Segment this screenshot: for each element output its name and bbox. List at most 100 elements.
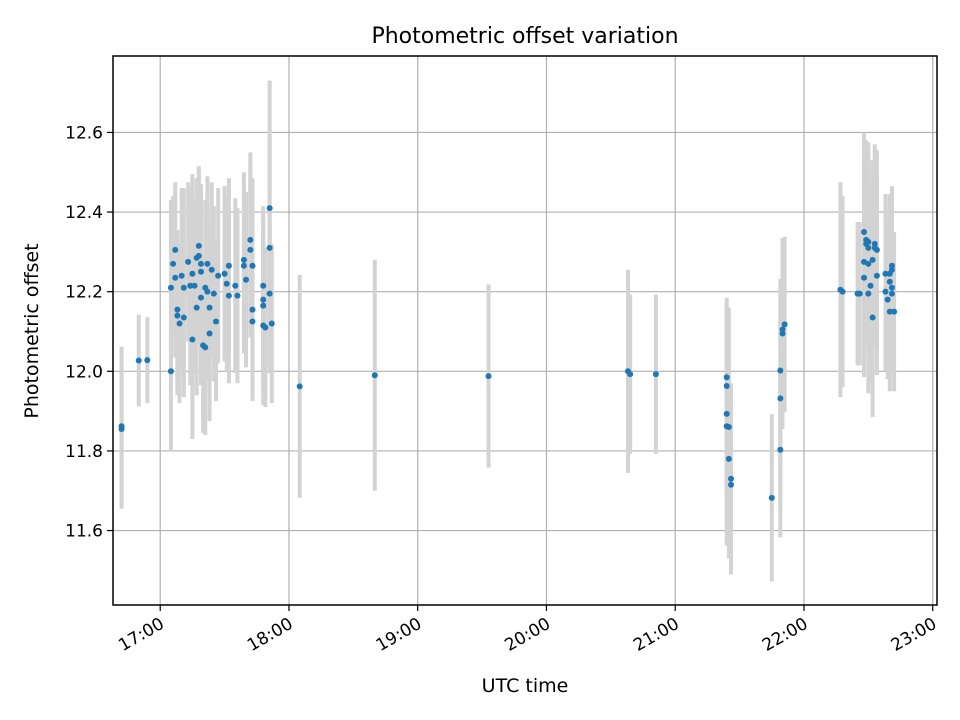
y-tick-label: 12.2 <box>65 283 103 303</box>
y-tick-label: 12.4 <box>65 203 103 223</box>
data-point <box>193 304 200 311</box>
data-point <box>185 258 192 265</box>
chart-title: Photometric offset variation <box>371 24 678 49</box>
data-point <box>886 278 893 285</box>
x-tick-label: 22:00 <box>759 614 811 656</box>
data-point <box>225 292 232 299</box>
data-point <box>856 290 863 297</box>
data-point <box>728 481 734 488</box>
data-point <box>268 320 275 327</box>
data-point <box>262 324 269 331</box>
data-point <box>882 288 889 295</box>
data-point <box>215 272 222 279</box>
data-point <box>865 244 872 251</box>
data-point <box>865 290 872 297</box>
data-point <box>627 371 634 378</box>
data-point <box>189 270 196 277</box>
data-point <box>170 260 177 267</box>
data-point <box>873 246 880 253</box>
data-point <box>204 260 211 267</box>
y-tick-label: 12.6 <box>65 123 103 143</box>
data-point <box>861 228 868 235</box>
data-point <box>777 446 784 453</box>
data-point <box>768 494 775 501</box>
data-point <box>240 262 247 269</box>
data-point <box>371 372 378 379</box>
data-point <box>195 252 202 259</box>
data-point <box>247 236 254 243</box>
plot-frame <box>112 55 938 606</box>
x-tick-label: 18:00 <box>244 614 296 656</box>
data-point <box>197 260 204 267</box>
data-point <box>135 357 142 364</box>
data-point <box>118 426 125 433</box>
data-point <box>266 244 273 251</box>
x-tick-label: 21:00 <box>630 614 682 656</box>
data-point <box>779 326 786 333</box>
data-point <box>728 475 734 482</box>
x-axis-label: UTC time <box>482 675 569 697</box>
data-point <box>180 284 187 291</box>
data-point <box>172 274 179 281</box>
data-point <box>232 282 239 289</box>
data-point <box>723 383 730 390</box>
data-point <box>167 368 174 375</box>
x-tick-label: 23:00 <box>888 614 940 656</box>
data-point <box>213 318 219 325</box>
data-points <box>118 205 898 501</box>
data-point <box>891 308 898 315</box>
data-point <box>485 373 492 380</box>
y-axis: 11.6 11.8 12.0 12.2 12.4 12.6 <box>65 123 113 542</box>
data-point <box>206 330 213 337</box>
data-point <box>777 395 784 402</box>
data-point <box>189 336 196 343</box>
data-point <box>180 314 187 321</box>
data-point <box>249 262 256 269</box>
x-tick-label: 19:00 <box>373 614 425 656</box>
data-point <box>176 320 183 327</box>
y-tick-label: 11.6 <box>65 522 103 542</box>
y-tick-label: 11.8 <box>65 442 103 462</box>
data-point <box>187 282 194 289</box>
data-point <box>197 294 204 301</box>
data-point <box>882 270 889 277</box>
data-point <box>208 266 215 273</box>
data-point <box>884 296 891 303</box>
data-point <box>172 246 179 253</box>
data-point <box>174 306 181 313</box>
data-point <box>223 280 230 287</box>
data-point <box>249 306 256 313</box>
data-point <box>861 274 868 281</box>
data-point <box>781 321 788 328</box>
data-point <box>266 205 273 212</box>
data-point <box>260 282 267 289</box>
data-point <box>888 290 895 297</box>
data-point <box>225 262 232 269</box>
data-point <box>839 288 846 295</box>
data-point <box>777 367 784 374</box>
data-point <box>202 344 209 351</box>
data-point <box>249 318 256 325</box>
data-point <box>206 304 213 311</box>
data-point <box>723 374 730 381</box>
data-point <box>234 292 241 299</box>
data-point <box>260 296 267 303</box>
data-point <box>725 455 732 462</box>
data-point <box>888 284 895 291</box>
data-point <box>888 266 895 273</box>
data-point <box>221 270 228 277</box>
error-bars <box>119 80 897 582</box>
data-point <box>867 282 874 289</box>
x-tick-label: 20:00 <box>502 614 554 656</box>
data-point <box>167 284 174 291</box>
data-point <box>191 282 198 289</box>
data-point <box>178 272 185 279</box>
data-point <box>174 312 181 319</box>
data-point <box>886 308 893 315</box>
data-point <box>197 268 204 275</box>
data-point <box>144 357 151 364</box>
data-point <box>247 246 254 253</box>
data-point <box>652 371 659 378</box>
data-point <box>243 276 250 283</box>
